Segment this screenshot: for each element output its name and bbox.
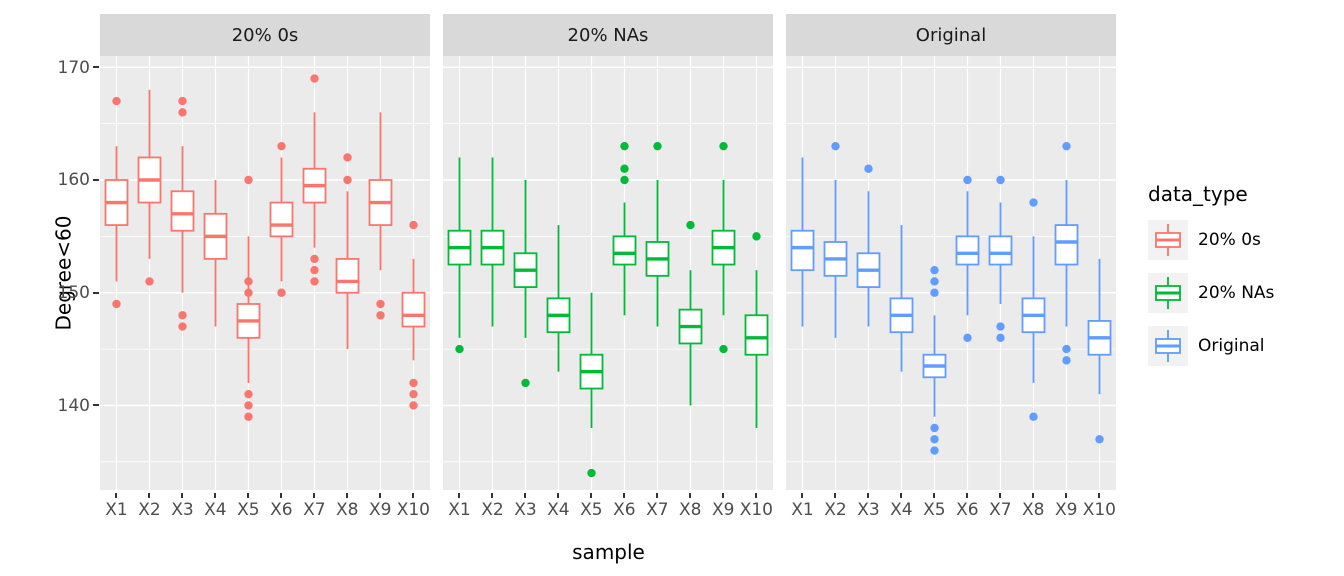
x-tick-label: X8: [1017, 493, 1050, 520]
facet-panel: [100, 56, 430, 490]
legend-key-20pct-0s: 20% 0s: [1148, 220, 1338, 260]
y-tick-mark: [93, 179, 99, 181]
legend-title: data_type: [1148, 182, 1248, 206]
x-tick-label: X5: [918, 493, 951, 520]
boxplot-key-icon: [1148, 220, 1188, 260]
x-tick-label: X7: [641, 493, 674, 520]
x-tick-label: X6: [951, 493, 984, 520]
x-tick-label: X4: [885, 493, 918, 520]
facet-strip: 20% NAs: [443, 14, 773, 56]
facet-20pct-0s: 20% 0s: [100, 14, 430, 490]
x-tick-label: X9: [707, 493, 740, 520]
y-tick-mark: [93, 404, 99, 406]
panel-svg: [786, 56, 1116, 490]
y-tick-label: 150: [57, 283, 90, 303]
x-tick-label: X10: [740, 493, 773, 520]
x-tick-row: X1 X2 X3 X4 X5 X6 X7 X8 X9 X10: [443, 493, 773, 520]
y-tick-label: 160: [57, 170, 90, 190]
y-tick-mark: [93, 66, 99, 68]
x-tick-label: X2: [819, 493, 852, 520]
x-tick-label: X10: [1083, 493, 1116, 520]
y-axis-title: Degree<60: [51, 215, 76, 331]
y-tick-label: 140: [57, 396, 90, 416]
facet-strip-label: 20% 0s: [231, 24, 299, 46]
x-tick-label: X3: [509, 493, 542, 520]
legend-key-original: Original: [1148, 326, 1338, 366]
x-tick-label: X3: [166, 493, 199, 520]
facet-20pct-nas: 20% NAs: [443, 14, 773, 490]
x-tick-label: X7: [298, 493, 331, 520]
legend-label: 20% NAs: [1198, 283, 1275, 303]
panel-svg: [443, 56, 773, 490]
facet-strip-label: 20% NAs: [567, 24, 649, 46]
legend-label: Original: [1198, 336, 1265, 356]
x-tick-label: X1: [100, 493, 133, 520]
x-tick-label: X3: [852, 493, 885, 520]
panel-svg: [100, 56, 430, 490]
facet-original: Original: [786, 14, 1116, 490]
x-tick-label: X4: [542, 493, 575, 520]
facet-strip: Original: [786, 14, 1116, 56]
x-tick-label: X2: [476, 493, 509, 520]
x-tick-label: X1: [786, 493, 819, 520]
x-tick-label: X8: [331, 493, 364, 520]
x-axis-title: sample: [572, 540, 645, 564]
x-tick-label: X10: [397, 493, 430, 520]
facet-panel: [443, 56, 773, 490]
legend-key-20pct-nas: 20% NAs: [1148, 273, 1338, 313]
x-tick-label: X9: [364, 493, 397, 520]
facet-strip-label: Original: [915, 24, 987, 46]
x-tick-label: X2: [133, 493, 166, 520]
legend-label: 20% 0s: [1198, 230, 1261, 250]
x-tick-row: X1 X2 X3 X4 X5 X6 X7 X8 X9 X10: [100, 493, 430, 520]
x-tick-label: X5: [232, 493, 265, 520]
x-tick-label: X9: [1050, 493, 1083, 520]
facet-panel: [786, 56, 1116, 490]
facet-strip: 20% 0s: [100, 14, 430, 56]
x-tick-row: X1 X2 X3 X4 X5 X6 X7 X8 X9 X10: [786, 493, 1116, 520]
x-tick-label: X8: [674, 493, 707, 520]
boxplot-key-icon: [1148, 273, 1188, 313]
boxplot-key-icon: [1148, 326, 1188, 366]
x-tick-label: X6: [265, 493, 298, 520]
x-tick-label: X7: [984, 493, 1017, 520]
legend: data_type 20% 0s 20% NAs Original: [1148, 182, 1338, 379]
y-tick-label: 170: [57, 58, 90, 78]
x-tick-label: X5: [575, 493, 608, 520]
x-tick-label: X1: [443, 493, 476, 520]
y-tick-mark: [93, 292, 99, 294]
x-tick-label: X4: [199, 493, 232, 520]
x-tick-label: X6: [608, 493, 641, 520]
